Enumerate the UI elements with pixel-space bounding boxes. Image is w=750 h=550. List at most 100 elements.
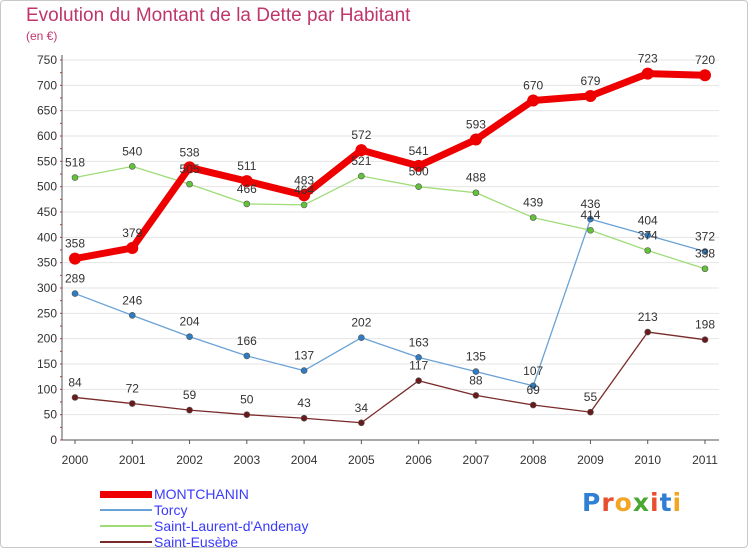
y-tick-label-350: 350 bbox=[37, 256, 57, 270]
x-tick-label-2010: 2010 bbox=[634, 453, 661, 467]
data-point-montchanin-2006 bbox=[412, 159, 425, 172]
series-line-saint-eus-be bbox=[74, 331, 706, 424]
logo-letter: P bbox=[582, 488, 602, 517]
data-label-saint-eus-be-2000: 84 bbox=[68, 375, 82, 389]
data-point-saint-eus-be-2000 bbox=[71, 394, 79, 401]
x-tick-label-2002: 2002 bbox=[176, 453, 203, 467]
data-point-montchanin-2002 bbox=[183, 161, 196, 174]
data-point-torcy-2008 bbox=[529, 382, 537, 390]
data-point-saint-eus-be-2004 bbox=[300, 414, 308, 422]
data-label-saint-eus-be-2006: 117 bbox=[409, 359, 428, 373]
data-point-saint-eus-be-2010 bbox=[644, 328, 652, 336]
data-point-montchanin-2003 bbox=[240, 175, 253, 188]
data-label-montchanin-2007: 593 bbox=[466, 118, 486, 132]
data-labels: 289 246 204 166 137 202 163 135 107 436 404 372 518 5… bbox=[65, 52, 715, 415]
data-label-torcy-2002: 204 bbox=[180, 315, 200, 329]
data-point-saint-laurent-d-andenay-2005 bbox=[358, 172, 365, 180]
data-point-saint-eus-be-2002 bbox=[186, 406, 193, 414]
data-point-saint-laurent-d-andenay-2006 bbox=[415, 183, 422, 190]
logo-letter: i bbox=[672, 488, 683, 517]
series-line-saint-laurent-d-andenay bbox=[74, 165, 706, 270]
data-point-saint-eus-be-2011 bbox=[701, 336, 709, 343]
data-point-saint-eus-be-2006 bbox=[415, 377, 422, 385]
y-tick-label-100: 100 bbox=[37, 382, 57, 396]
data-label-montchanin-2002: 538 bbox=[180, 145, 200, 159]
data-point-saint-laurent-d-andenay-2009 bbox=[587, 226, 594, 234]
data-point-montchanin-2005 bbox=[355, 144, 368, 157]
y-tick-label-250: 250 bbox=[37, 306, 57, 320]
x-tick-label-2011: 2011 bbox=[692, 453, 718, 467]
legend-label-saint-eus-be: Saint-Eusèbe bbox=[154, 534, 239, 550]
x-tick-label-2006: 2006 bbox=[405, 453, 432, 467]
data-label-saint-laurent-d-andenay-2008: 439 bbox=[523, 196, 543, 210]
y-tick-label-750: 750 bbox=[37, 53, 57, 67]
legend-item-saint-eus-be: Saint-Eusèbe bbox=[100, 534, 238, 550]
grid bbox=[62, 59, 719, 441]
data-point-torcy-2006 bbox=[415, 354, 422, 361]
data-label-saint-laurent-d-andenay-2001: 540 bbox=[122, 144, 142, 158]
data-label-saint-eus-be-2005: 34 bbox=[355, 401, 369, 415]
data-point-torcy-2003 bbox=[243, 352, 251, 360]
data-point-montchanin-2004 bbox=[298, 189, 311, 202]
logo-letter: i bbox=[650, 488, 660, 517]
data-point-torcy-2000 bbox=[71, 290, 79, 297]
data-point-torcy-2005 bbox=[358, 334, 365, 341]
data-label-saint-eus-be-2011: 198 bbox=[695, 318, 715, 332]
data-label-saint-eus-be-2008: 69 bbox=[527, 383, 541, 397]
legend-swatch-torcy bbox=[100, 509, 152, 511]
data-point-montchanin-2010 bbox=[641, 67, 654, 80]
y-tick-label-300: 300 bbox=[37, 281, 57, 295]
data-label-torcy-2001: 246 bbox=[122, 293, 142, 307]
data-label-torcy-2011: 372 bbox=[695, 230, 715, 244]
y-tick-label-400: 400 bbox=[37, 230, 57, 244]
y-tick-label-700: 700 bbox=[37, 78, 57, 92]
y-tick-label-600: 600 bbox=[37, 129, 57, 143]
legend-swatch-montchanin bbox=[100, 490, 152, 498]
logo-letter: r bbox=[601, 488, 615, 517]
y-tick-label-50: 50 bbox=[44, 408, 58, 422]
data-point-torcy-2011 bbox=[701, 248, 709, 255]
series-line-montchanin bbox=[71, 70, 709, 263]
legend-item-saint-laurent-d-andenay: Saint-Laurent-d'Andenay bbox=[100, 518, 308, 534]
data-label-montchanin-2006: 541 bbox=[409, 144, 429, 158]
data-label-saint-eus-be-2003: 50 bbox=[240, 393, 254, 407]
data-label-torcy-2008: 107 bbox=[523, 364, 543, 378]
data-label-saint-laurent-d-andenay-2007: 488 bbox=[466, 171, 486, 185]
y-tick-label-500: 500 bbox=[37, 180, 57, 194]
data-point-torcy-2002 bbox=[186, 333, 193, 340]
legend-item-torcy: Torcy bbox=[100, 502, 187, 518]
proxiti-logo: Proxiti bbox=[582, 488, 682, 517]
x-tick-label-2008: 2008 bbox=[520, 453, 547, 467]
data-label-torcy-2009: 436 bbox=[580, 197, 600, 211]
data-point-montchanin-2008 bbox=[527, 94, 540, 107]
data-point-saint-laurent-d-andenay-2008 bbox=[529, 214, 537, 221]
data-label-saint-eus-be-2002: 59 bbox=[183, 388, 197, 402]
data-label-montchanin-2000: 358 bbox=[65, 237, 85, 251]
series-lines bbox=[69, 67, 711, 427]
data-label-montchanin-2004: 483 bbox=[294, 173, 314, 187]
y-tick-label-650: 650 bbox=[37, 104, 57, 118]
data-label-saint-laurent-d-andenay-2010: 374 bbox=[638, 229, 658, 243]
data-label-saint-eus-be-2001: 72 bbox=[126, 382, 140, 396]
x-tick-label-2001: 2001 bbox=[119, 453, 146, 467]
data-label-saint-laurent-d-andenay-2009: 414 bbox=[580, 208, 600, 222]
data-label-saint-laurent-d-andenay-2011: 338 bbox=[695, 247, 715, 261]
y-tick-label-0: 0 bbox=[50, 433, 57, 447]
data-point-torcy-2007 bbox=[472, 368, 480, 375]
logo-letter: o bbox=[614, 488, 633, 517]
data-label-montchanin-2008: 670 bbox=[523, 79, 543, 93]
data-point-saint-eus-be-2008 bbox=[529, 401, 537, 409]
x-tick-label-2009: 2009 bbox=[577, 453, 604, 467]
data-point-saint-eus-be-2003 bbox=[243, 411, 251, 418]
data-point-saint-laurent-d-andenay-2011 bbox=[701, 265, 709, 273]
data-point-torcy-2004 bbox=[300, 367, 308, 374]
data-point-saint-laurent-d-andenay-2010 bbox=[644, 247, 652, 254]
x-tick-label-2005: 2005 bbox=[348, 453, 375, 467]
y-tick-label-550: 550 bbox=[37, 154, 57, 168]
data-point-montchanin-2009 bbox=[584, 89, 597, 102]
data-label-torcy-2010: 404 bbox=[638, 213, 658, 227]
data-label-torcy-2007: 135 bbox=[466, 350, 486, 364]
data-point-montchanin-2011 bbox=[699, 69, 711, 82]
legend-swatch-saint-eus-be bbox=[100, 541, 152, 543]
